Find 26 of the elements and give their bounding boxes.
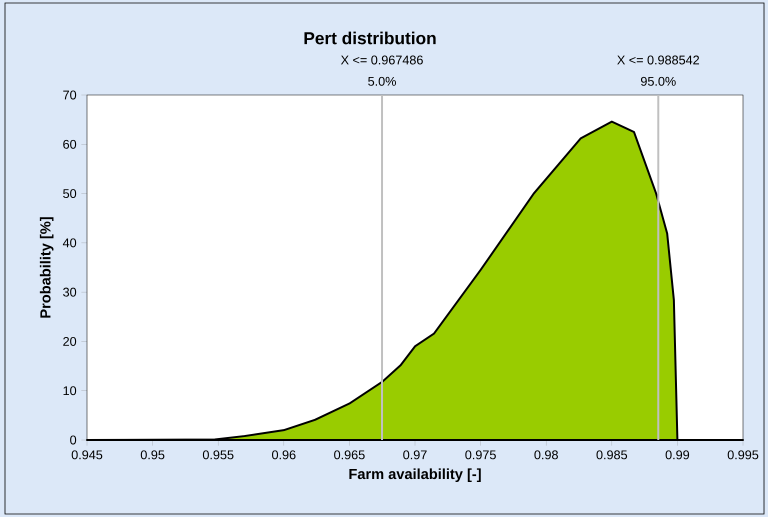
x-tick-label: 0.965 [334,450,365,460]
ref-line-label: X <= 0.967486 [340,56,423,64]
y-tick-label: 10 [64,386,76,396]
y-tick-label: 50 [63,189,76,198]
y-axis-title: Probability [%] [40,217,54,318]
chart-title: Pert distribution [304,32,436,44]
ref-line-label: X <= 0.988542 [617,56,700,64]
x-tick-label: 0.99 [666,450,690,460]
x-tick-label: 0.985 [596,450,628,460]
x-tick-label: 0.945 [72,450,102,460]
y-tick-label: 20 [63,336,76,346]
y-tick-label: 70 [63,90,76,100]
y-tick-label: 40 [62,238,76,248]
x-tick-label: 0.995 [728,450,758,460]
x-tick-label: 0.955 [202,450,234,460]
x-tick-label: 0.95 [140,450,164,460]
annotation: 5.0% [368,76,396,86]
y-tick-label: 30 [63,288,76,297]
x-tick-label: 0.96 [272,450,296,460]
x-tick-label: 0.97 [403,450,427,460]
x-tick-label: 0.98 [534,450,558,460]
annotation: 95.0% [640,76,676,86]
y-tick-label: 60 [63,140,76,149]
x-axis-title: Farm availability [-] [349,468,481,482]
x-tick-label: 0.975 [465,450,496,460]
y-tick-label: 0 [70,436,76,444]
